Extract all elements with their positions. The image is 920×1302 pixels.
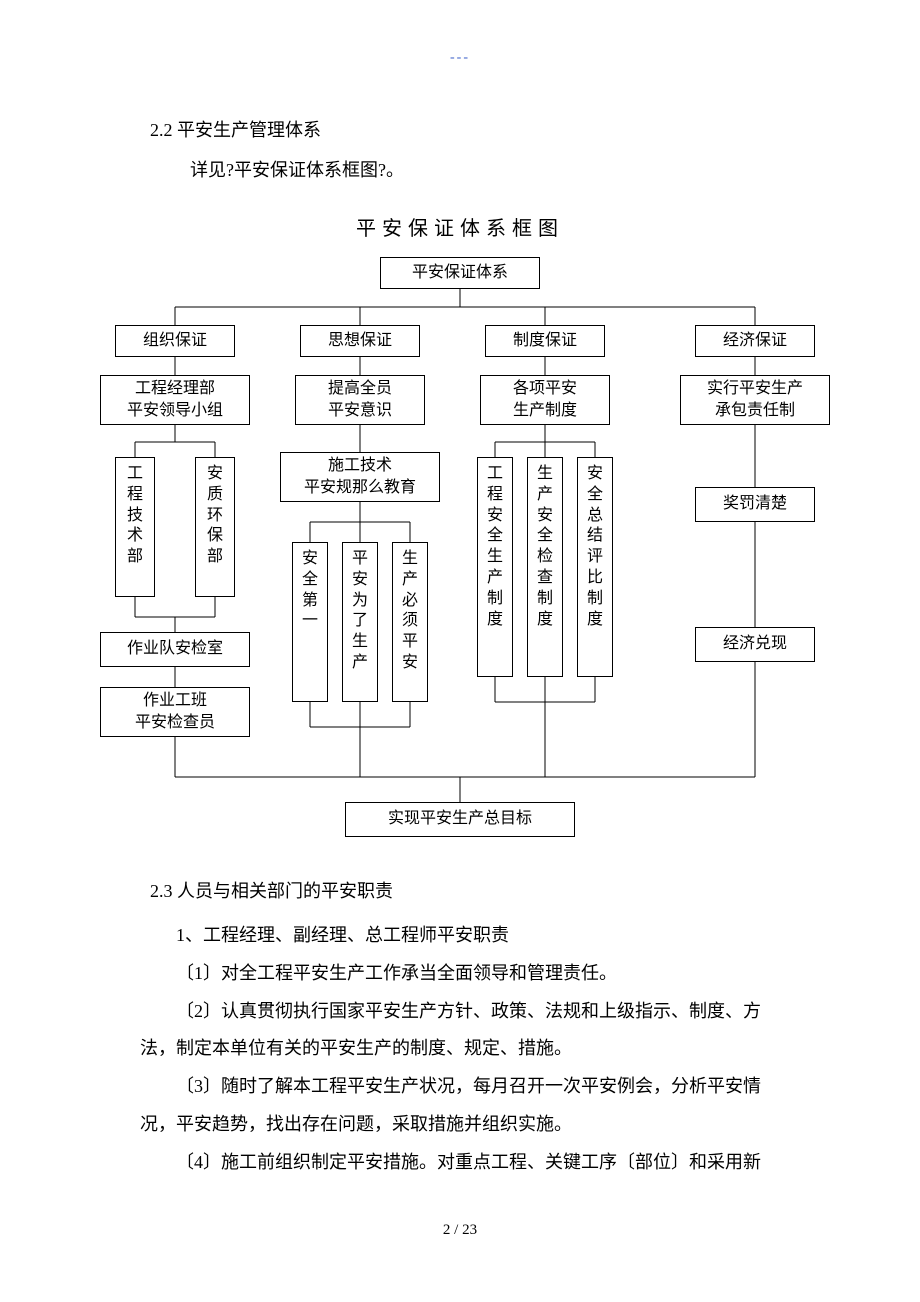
node-system-lvl2: 各项平安 生产制度 [480, 375, 610, 425]
node-econ-lvl2: 实行平安生产 承包责任制 [680, 375, 830, 425]
body-p2: 〔1〕对全工程平安生产工作承当全面领导和管理责任。 [140, 955, 780, 993]
node-goal: 实现平安生产总目标 [345, 802, 575, 837]
node-org-sub2: 安质环保部 [195, 457, 235, 597]
section-2-2-subtext: 详见?平安保证体系框图?。 [190, 156, 920, 182]
node-thought-sub1: 安全第一 [292, 542, 328, 702]
node-org-lvl4: 作业队安检室 [100, 632, 250, 667]
node-thought-sub3: 生产必须平安 [392, 542, 428, 702]
node-org-lvl2: 工程经理部 平安领导小组 [100, 375, 250, 425]
body-p5: 〔4〕施工前组织制定平安措施。对重点工程、关键工序〔部位〕和采用新 [140, 1144, 780, 1182]
node-org-title: 组织保证 [115, 325, 235, 357]
node-thought-lvl3: 施工技术 平安规那么教育 [280, 452, 440, 502]
chart-title: 平安保证体系框图 [0, 212, 920, 241]
flowchart: 平安保证体系 组织保证 思想保证 制度保证 经济保证 工程经理部 平安领导小组 … [70, 257, 850, 857]
node-econ-lvl3: 奖罚清楚 [695, 487, 815, 522]
body-p1: 1、工程经理、副经理、总工程师平安职责 [140, 917, 780, 955]
node-thought-sub2: 平安为了生产 [342, 542, 378, 702]
node-thought-title: 思想保证 [300, 325, 420, 357]
node-root: 平安保证体系 [380, 257, 540, 289]
node-system-sub1: 工程安全生产制度 [477, 457, 513, 677]
node-econ-title: 经济保证 [695, 325, 815, 357]
section-2-2-heading: 2.2 平安生产管理体系 [150, 116, 920, 142]
body-text: 1、工程经理、副经理、总工程师平安职责 〔1〕对全工程平安生产工作承当全面领导和… [140, 917, 780, 1182]
node-thought-lvl2: 提高全员 平安意识 [295, 375, 425, 425]
header-marker: --- [0, 50, 920, 66]
node-org-sub1: 工程技术部 [115, 457, 155, 597]
section-2-3-heading: 2.3 人员与相关部门的平安职责 [150, 877, 920, 903]
page-footer: 2 / 23 [0, 1222, 920, 1239]
node-system-sub2: 生产安全检查制度 [527, 457, 563, 677]
node-econ-lvl4: 经济兑现 [695, 627, 815, 662]
node-system-sub3: 安全总结评比制度 [577, 457, 613, 677]
body-p4: 〔3〕随时了解本工程平安生产状况，每月召开一次平安例会，分析平安情况，平安趋势，… [140, 1068, 780, 1144]
node-org-lvl5: 作业工班 平安检查员 [100, 687, 250, 737]
node-system-title: 制度保证 [485, 325, 605, 357]
body-p3: 〔2〕认真贯彻执行国家平安生产方针、政策、法规和上级指示、制度、方法，制定本单位… [140, 993, 780, 1069]
